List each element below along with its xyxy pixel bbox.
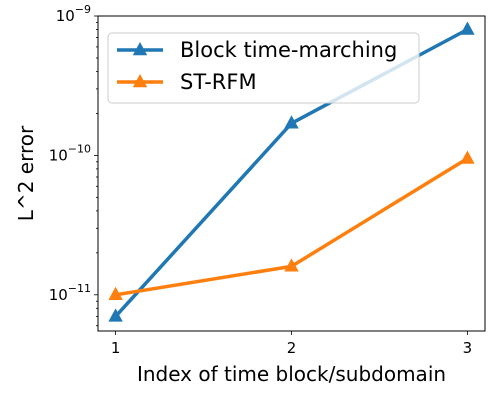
y-axis-label: L^2 error xyxy=(14,125,38,221)
x-axis-label: Index of time block/subdomain xyxy=(137,362,446,386)
legend-label-1: ST-RFM xyxy=(180,70,257,94)
series-1-point xyxy=(284,258,299,272)
x-tick-label: 2 xyxy=(287,339,297,357)
x-axis-ticks: 1 2 3 xyxy=(111,331,472,357)
series-line-1 xyxy=(115,157,469,297)
y-tick-label: 10−10 xyxy=(49,142,91,164)
y-tick-label: 10−11 xyxy=(49,282,91,304)
plot-frame xyxy=(97,15,486,332)
legend-box xyxy=(107,32,420,104)
y-axis-ticks: 10−11 10−10 10−9 xyxy=(49,3,98,327)
legend-marker-1 xyxy=(132,74,148,88)
x-tick-label: 3 xyxy=(463,339,473,357)
legend: Block time-marching ST-RFM xyxy=(107,32,420,104)
legend-label-0: Block time-marching xyxy=(180,38,397,62)
series-0-point xyxy=(460,21,475,35)
x-tick-label: 1 xyxy=(111,339,121,357)
series-0-point xyxy=(108,308,123,322)
series-1-point xyxy=(460,150,475,164)
legend-marker-0 xyxy=(132,42,148,56)
series-1-point xyxy=(108,286,123,301)
y-tick-label: 10−9 xyxy=(56,3,91,25)
series-0-point xyxy=(284,115,299,129)
